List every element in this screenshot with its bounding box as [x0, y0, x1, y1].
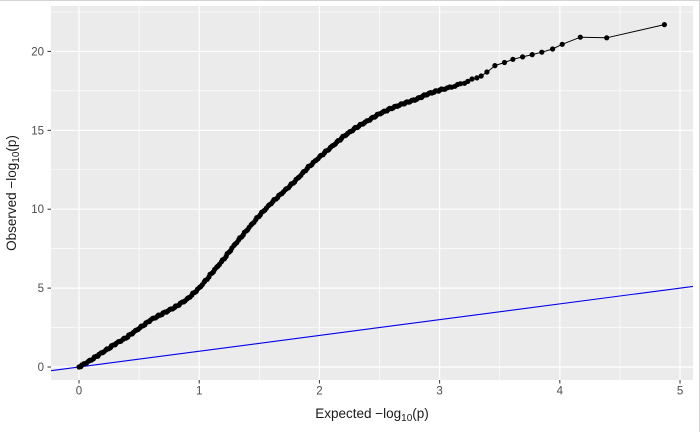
x-tick-label: 3 — [436, 386, 442, 398]
data-point — [465, 78, 471, 84]
y-tick-label: 10 — [31, 204, 44, 216]
data-point — [577, 34, 583, 40]
data-point — [469, 76, 475, 82]
data-point — [478, 73, 484, 79]
y-tick-label: 5 — [38, 283, 44, 295]
data-point — [492, 63, 498, 69]
observed-points-dense — [76, 69, 490, 370]
data-point — [529, 52, 535, 58]
data-point — [550, 46, 556, 52]
x-tick-label: 1 — [196, 386, 202, 398]
data-point — [520, 54, 526, 60]
y-axis-title: Observed −log10(p) — [4, 135, 22, 251]
data-point — [510, 56, 516, 62]
data-point — [457, 81, 464, 87]
identity-reference-line — [50, 285, 694, 372]
data-point — [501, 59, 508, 66]
y-tick-label: 20 — [31, 46, 44, 58]
data-point — [661, 22, 668, 28]
data-point — [559, 41, 565, 47]
data-point — [484, 69, 490, 75]
x-tick-label: 0 — [76, 386, 82, 398]
y-tick-label: 15 — [31, 125, 44, 137]
x-tick-label: 4 — [557, 386, 564, 398]
x-tick-label: 5 — [677, 386, 683, 398]
data-point — [539, 49, 545, 55]
y-tick-label: 0 — [38, 362, 44, 374]
data-point — [604, 35, 610, 41]
observed-points-tail — [492, 22, 668, 69]
data-point — [474, 75, 480, 81]
x-axis-title: Expected −log10(p) — [315, 406, 429, 424]
x-tick-label: 2 — [316, 386, 322, 398]
